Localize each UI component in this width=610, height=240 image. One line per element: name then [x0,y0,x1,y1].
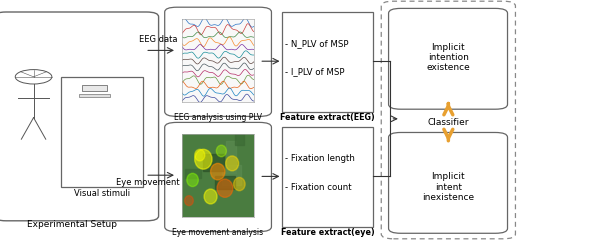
Bar [222,165,241,185]
Bar [226,141,237,173]
Circle shape [195,149,205,161]
Text: EEG data: EEG data [139,35,178,44]
Text: Eye movement analysis: Eye movement analysis [172,228,264,237]
FancyBboxPatch shape [282,127,373,227]
Text: - Fixation count: - Fixation count [285,183,352,192]
FancyBboxPatch shape [79,94,110,97]
FancyBboxPatch shape [61,77,143,187]
Circle shape [210,163,225,180]
FancyBboxPatch shape [389,8,508,109]
Bar [215,176,235,189]
Text: Implicit
intention
existence: Implicit intention existence [426,43,470,72]
Text: EEG analysis using PLV: EEG analysis using PLV [174,113,262,122]
Bar [235,129,244,145]
FancyBboxPatch shape [165,122,271,232]
Circle shape [234,177,245,191]
Bar [185,169,201,178]
Text: Classifier: Classifier [428,118,469,127]
FancyBboxPatch shape [389,132,508,233]
FancyBboxPatch shape [165,7,271,116]
FancyBboxPatch shape [0,12,159,221]
Bar [203,154,224,171]
Text: Experimental Setup: Experimental Setup [27,220,117,229]
Circle shape [226,156,239,171]
Text: Eye movement data: Eye movement data [116,178,201,187]
Text: - I_PLV of MSP: - I_PLV of MSP [285,67,345,77]
Circle shape [185,196,193,206]
Text: Feature extract(eye): Feature extract(eye) [281,228,375,237]
Circle shape [204,189,217,204]
FancyBboxPatch shape [282,12,373,112]
Text: Feature extract(EEG): Feature extract(EEG) [280,113,375,122]
Circle shape [217,179,233,197]
FancyBboxPatch shape [82,85,107,91]
Text: - N_PLV of MSP: - N_PLV of MSP [285,39,349,48]
FancyBboxPatch shape [381,1,515,239]
Text: - Fixation length: - Fixation length [285,154,356,163]
Circle shape [187,173,198,186]
Circle shape [195,149,212,169]
Text: Visual stimuli: Visual stimuli [74,189,130,198]
Text: Implicit
intent
inexistence: Implicit intent inexistence [422,172,475,202]
Circle shape [217,145,226,157]
